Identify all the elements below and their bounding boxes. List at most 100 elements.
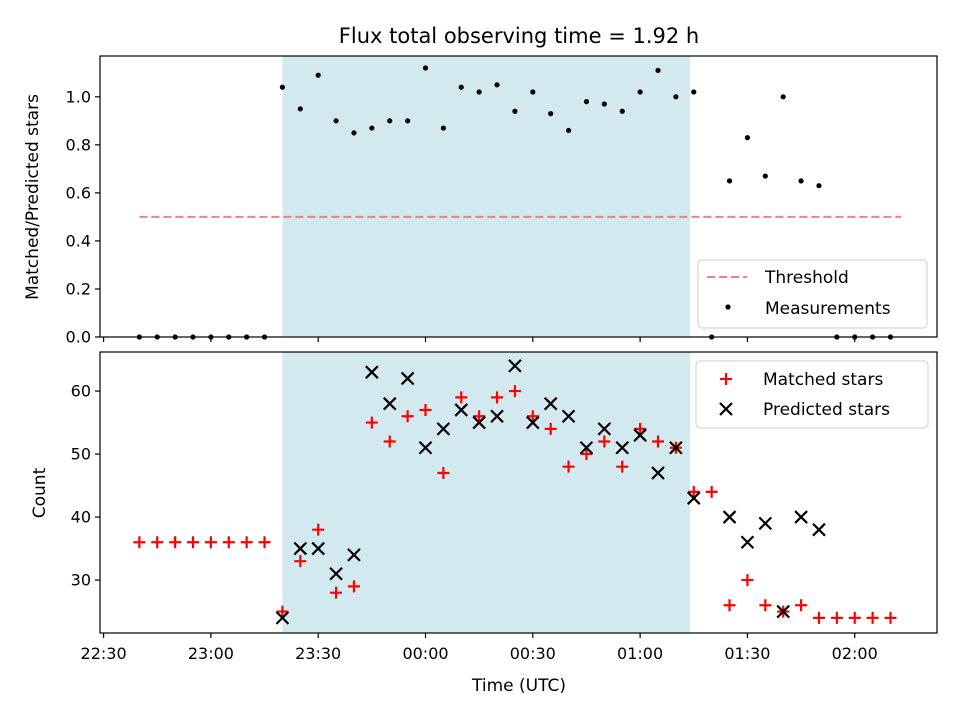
matched-stars-point bbox=[705, 485, 718, 498]
top-panel-frame bbox=[99, 55, 938, 338]
measurements-legend-label: Measurements bbox=[765, 299, 891, 319]
x-tick-label: 01:00 bbox=[617, 644, 663, 663]
matched-stars-point bbox=[258, 536, 271, 549]
matched-stars-legend-swatch bbox=[720, 373, 732, 385]
top-panel-marks bbox=[136, 65, 902, 340]
bottom-legend-box bbox=[695, 360, 929, 429]
bottom-panel-legend: Matched stars Predicted stars bbox=[695, 360, 929, 429]
x-tick-label: 02:00 bbox=[832, 644, 878, 663]
matched-stars-point bbox=[884, 611, 897, 624]
predicted-stars-point bbox=[543, 396, 558, 411]
bottom-panel-shaded-span bbox=[282, 352, 691, 633]
top-legend-box bbox=[697, 259, 928, 329]
x-tick-label: 00:30 bbox=[510, 644, 556, 663]
measurements-point bbox=[494, 82, 500, 88]
measurements-point bbox=[512, 108, 518, 114]
predicted-stars-point bbox=[579, 440, 594, 455]
matched-stars-point bbox=[598, 435, 611, 448]
measurements-point bbox=[405, 118, 411, 124]
matched-stars-point bbox=[365, 416, 378, 429]
matched-stars-point bbox=[437, 466, 450, 479]
predicted-stars-point bbox=[633, 428, 647, 442]
measurements-point bbox=[637, 89, 643, 95]
top-panel-y-ticks: 0.0 0.2 0.4 0.6 0.8 1.0 bbox=[66, 87, 100, 347]
measurements-point bbox=[351, 130, 357, 136]
predicted-stars-point bbox=[794, 510, 808, 524]
matched-stars-point bbox=[652, 435, 664, 448]
measurements-point bbox=[619, 108, 625, 114]
predicted-stars-legend-label: Predicted stars bbox=[763, 400, 890, 420]
x-axis-title: Time (UTC) bbox=[471, 676, 566, 696]
matched-stars-point bbox=[544, 422, 557, 435]
matched-stars-point bbox=[347, 580, 360, 593]
measurements-point bbox=[744, 135, 751, 141]
predicted-stars-legend-swatch bbox=[719, 402, 733, 416]
measurements-point bbox=[583, 99, 590, 105]
matched-stars-point bbox=[276, 605, 289, 618]
predicted-stars-point bbox=[418, 440, 433, 455]
matched-stars-point bbox=[151, 536, 164, 549]
matched-stars-point bbox=[383, 435, 396, 448]
measurements-point bbox=[440, 125, 446, 131]
matched-stars-point bbox=[401, 410, 414, 423]
x-tick-label: 23:30 bbox=[295, 644, 341, 663]
matched-stars-point bbox=[491, 391, 504, 404]
matched-stars-point bbox=[294, 555, 307, 568]
top-panel-shaded-span bbox=[282, 56, 691, 337]
predicted-stars-point bbox=[526, 415, 540, 430]
bottom-panel-frame bbox=[99, 351, 938, 634]
matched-stars-point bbox=[848, 611, 861, 624]
matched-stars-point bbox=[616, 460, 629, 473]
predicted-stars-point bbox=[293, 541, 308, 556]
matched-stars-point bbox=[473, 410, 486, 423]
predicted-stars-point bbox=[382, 396, 397, 411]
matched-stars-point bbox=[508, 385, 521, 398]
top-panel-y-axis-title: Matched/Predicted stars bbox=[23, 94, 43, 300]
x-tick-label: 01:30 bbox=[724, 644, 770, 663]
matched-stars-point bbox=[830, 611, 843, 624]
predicted-stars-point bbox=[329, 566, 343, 581]
matched-stars-point bbox=[866, 611, 879, 624]
matched-stars-point bbox=[204, 536, 217, 549]
matched-stars-point bbox=[169, 536, 182, 549]
measurements-point bbox=[798, 178, 804, 184]
predicted-stars-point bbox=[490, 409, 504, 424]
measurements-point bbox=[333, 118, 339, 124]
matched-stars-point bbox=[687, 485, 700, 498]
matched-stars-point bbox=[455, 391, 468, 404]
y-tick-label: 1.0 bbox=[66, 87, 91, 106]
matched-stars-point bbox=[312, 523, 325, 536]
matched-stars-point bbox=[187, 536, 199, 549]
predicted-stars-point bbox=[347, 548, 361, 562]
bottom-panel-y-ticks: 30 40 50 60 bbox=[71, 382, 100, 590]
bottom-panel: 30 40 50 60 22:30 23:00 23:30 00:00 00:30 01:00 0… bbox=[30, 351, 938, 696]
measurements-point bbox=[297, 106, 303, 112]
measurements-point bbox=[315, 72, 321, 78]
measurements-point bbox=[387, 118, 393, 124]
x-tick-label: 22:30 bbox=[81, 644, 127, 663]
bottom-panel-y-axis-title: Count bbox=[30, 467, 50, 518]
y-tick-label: 60 bbox=[71, 382, 91, 401]
predicted-stars-point bbox=[812, 522, 826, 537]
predicted-stars-point bbox=[275, 611, 290, 625]
matched-stars-point bbox=[759, 599, 772, 612]
measurements-point bbox=[548, 111, 554, 117]
top-panel: 0.0 0.2 0.4 0.6 0.8 1.0 Matched/Predicted sta… bbox=[23, 55, 938, 347]
predicted-stars-point bbox=[597, 422, 612, 436]
x-tick-label: 00:00 bbox=[402, 644, 448, 663]
measurements-point bbox=[673, 94, 679, 100]
y-tick-label: 0.4 bbox=[66, 231, 91, 250]
predicted-stars-point bbox=[472, 415, 486, 430]
bottom-panel-marks bbox=[133, 359, 897, 625]
predicted-stars-point bbox=[365, 365, 379, 379]
predicted-stars-point bbox=[722, 510, 737, 524]
predicted-stars-point bbox=[776, 604, 790, 619]
measurements-legend-swatch bbox=[725, 304, 731, 310]
matched-stars-point bbox=[526, 410, 539, 423]
y-tick-label: 0.2 bbox=[66, 279, 91, 298]
bottom-panel-x-ticks: 22:30 23:00 23:30 00:00 00:30 01:00 01:30 02:00 bbox=[81, 633, 878, 663]
matched-stars-point bbox=[795, 599, 808, 612]
chart-title: Flux total observing time = 1.92 h bbox=[339, 24, 699, 48]
matched-stars-point bbox=[562, 460, 575, 473]
predicted-stars-point bbox=[651, 466, 665, 480]
